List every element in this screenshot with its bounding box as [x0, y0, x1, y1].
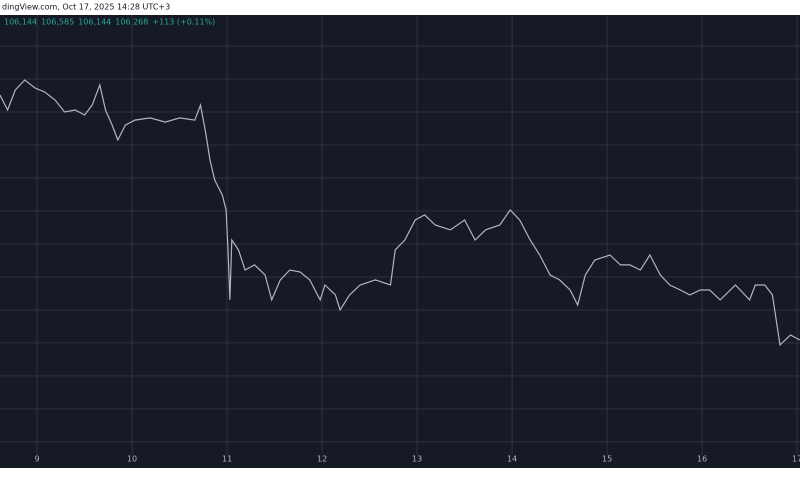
x-tick-label: 9 [35, 455, 40, 464]
header: dingView.com, Oct 17, 2025 14:28 UTC+3 [2, 3, 170, 12]
ohlc-value: 106,144 [78, 18, 111, 27]
ohlc-value: 106,585 [41, 18, 74, 27]
ohlc-value: +113 (+0.11%) [152, 18, 215, 27]
x-tick-label: 16 [697, 455, 707, 464]
x-tick-label: 14 [507, 455, 517, 464]
x-tick-label: 17 [792, 455, 800, 464]
ohlc-value: 106,144 [4, 18, 37, 27]
price-line [0, 79, 800, 347]
x-tick-label: 13 [412, 455, 422, 464]
x-tick-label: 10 [127, 455, 137, 464]
x-tick-label: 12 [317, 455, 327, 464]
x-tick-label: 15 [602, 455, 612, 464]
x-tick-label: 11 [222, 455, 232, 464]
chart-background [0, 15, 800, 468]
